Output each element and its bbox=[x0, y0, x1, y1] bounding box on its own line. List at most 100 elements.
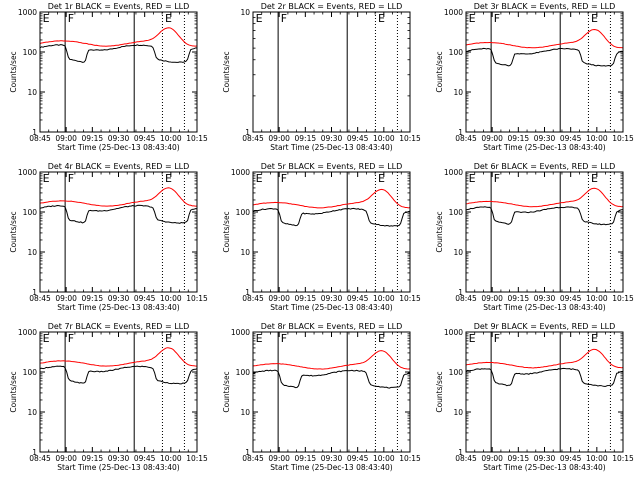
x-tick-label: 10:00 bbox=[160, 454, 182, 463]
x-tick-label: 10:00 bbox=[586, 294, 608, 303]
x-tick-label: 09:15 bbox=[82, 294, 104, 303]
panel-det-1: Det 1r BLACK = Events, RED = LLD 1 10 100 10… bbox=[9, 2, 208, 152]
marker-label-e: E bbox=[165, 12, 172, 25]
y-tick-label: 100 bbox=[449, 368, 464, 377]
marker-label-e: E bbox=[43, 12, 50, 25]
marker-label-f: F bbox=[281, 172, 287, 185]
panel-det-7: Det 7r BLACK = Events, RED = LLD 1 10 100 10… bbox=[9, 322, 208, 472]
y-tick-label: 10 bbox=[240, 248, 250, 257]
series-events-line bbox=[252, 369, 411, 389]
x-tick-label: 09:15 bbox=[295, 134, 317, 143]
y-axis-label: Counts/sec bbox=[9, 371, 18, 412]
x-tick-label: 09:30 bbox=[534, 294, 556, 303]
marker-label-e: E bbox=[591, 332, 598, 345]
y-tick-label: 1000 bbox=[444, 8, 463, 17]
x-tick-label: 10:15 bbox=[612, 134, 634, 143]
panel-title: Det 8r BLACK = Events, RED = LLD bbox=[261, 322, 403, 331]
marker-label-f: F bbox=[68, 332, 74, 345]
x-axis-label: Start Time (25-Dec-13 08:43:40) bbox=[483, 143, 605, 152]
x-tick-label: 09:45 bbox=[347, 294, 369, 303]
x-axis-label: Start Time (25-Dec-13 08:43:40) bbox=[483, 303, 605, 312]
y-tick-label: 1 bbox=[245, 448, 250, 457]
x-tick-label: 09:15 bbox=[295, 454, 317, 463]
marker-label-e: E bbox=[256, 332, 263, 345]
panel-det-3: Det 3r BLACK = Events, RED = LLD 1 10 100 10… bbox=[435, 2, 634, 152]
series-lld-line bbox=[465, 348, 624, 369]
marker-label-e: E bbox=[378, 172, 385, 185]
y-tick-label: 1000 bbox=[231, 328, 250, 337]
y-axis-label: Counts/sec bbox=[435, 51, 444, 92]
y-tick-label: 1 bbox=[32, 128, 37, 137]
y-tick-label: 10 bbox=[240, 8, 250, 17]
x-tick-label: 10:00 bbox=[373, 294, 395, 303]
series-lld-line bbox=[252, 350, 411, 370]
plot-frame bbox=[39, 171, 198, 293]
y-tick-label: 100 bbox=[449, 48, 464, 57]
x-tick-label: 09:15 bbox=[508, 294, 530, 303]
y-tick-label: 100 bbox=[236, 208, 251, 217]
series-events-line bbox=[39, 204, 198, 224]
x-tick-label: 09:45 bbox=[347, 454, 369, 463]
x-tick-label: 08:45 bbox=[455, 134, 477, 143]
marker-label-e: E bbox=[469, 12, 476, 25]
marker-label-e: E bbox=[165, 332, 172, 345]
series-events-line bbox=[465, 367, 623, 387]
marker-label-e: E bbox=[378, 332, 385, 345]
y-tick-label: 1000 bbox=[231, 168, 250, 177]
y-tick-label: 10 bbox=[27, 408, 37, 417]
series-lld-line bbox=[465, 187, 624, 208]
panel-det-5: Det 5r BLACK = Events, RED = LLD 1 10 100 10… bbox=[222, 162, 421, 312]
marker-label-e: E bbox=[165, 172, 172, 185]
y-tick-label: 1 bbox=[458, 448, 463, 457]
x-tick-label: 10:15 bbox=[186, 294, 208, 303]
y-tick-label: 1 bbox=[245, 288, 250, 297]
plot-frame bbox=[465, 11, 624, 133]
y-tick-label: 1 bbox=[32, 448, 37, 457]
marker-label-e: E bbox=[43, 172, 50, 185]
x-tick-label: 09:30 bbox=[108, 134, 130, 143]
series-events-line bbox=[465, 47, 624, 67]
x-tick-label: 08:45 bbox=[29, 294, 51, 303]
y-tick-label: 1 bbox=[458, 128, 463, 137]
y-tick-label: 1000 bbox=[18, 168, 37, 177]
marker-label-e: E bbox=[591, 172, 598, 185]
x-tick-label: 09:00 bbox=[481, 134, 503, 143]
marker-label-f: F bbox=[281, 12, 287, 25]
y-tick-label: 10 bbox=[27, 88, 37, 97]
series-events-line bbox=[39, 365, 198, 385]
panel-title: Det 1r BLACK = Events, RED = LLD bbox=[48, 2, 190, 11]
x-tick-label: 09:00 bbox=[268, 134, 290, 143]
x-tick-label: 10:00 bbox=[586, 454, 608, 463]
marker-label-e: E bbox=[591, 12, 598, 25]
x-tick-label: 10:00 bbox=[373, 134, 395, 143]
marker-label-e: E bbox=[43, 332, 50, 345]
panel-det-2: Det 2r BLACK = Events, RED = LLD 1 10 08:45… bbox=[222, 2, 421, 152]
x-tick-label: 10:00 bbox=[586, 134, 608, 143]
x-axis-label: Start Time (25-Dec-13 08:43:40) bbox=[483, 463, 605, 472]
x-tick-label: 09:00 bbox=[55, 454, 77, 463]
marker-label-f: F bbox=[68, 172, 74, 185]
plot-frame bbox=[39, 11, 198, 133]
y-tick-label: 100 bbox=[449, 208, 464, 217]
x-tick-label: 09:30 bbox=[108, 454, 130, 463]
x-tick-label: 09:45 bbox=[134, 294, 156, 303]
series-lld-line bbox=[252, 188, 411, 209]
marker-label-f: F bbox=[68, 12, 74, 25]
x-tick-label: 09:15 bbox=[508, 134, 530, 143]
marker-label-e: E bbox=[256, 12, 263, 25]
x-tick-label: 09:30 bbox=[534, 134, 556, 143]
marker-label-f: F bbox=[494, 12, 500, 25]
x-tick-label: 10:00 bbox=[160, 134, 182, 143]
x-tick-label: 10:15 bbox=[399, 294, 421, 303]
x-tick-label: 09:45 bbox=[134, 134, 156, 143]
x-tick-label: 09:45 bbox=[347, 134, 369, 143]
plot-frame bbox=[252, 171, 411, 293]
x-tick-label: 09:00 bbox=[481, 454, 503, 463]
x-axis-label: Start Time (25-Dec-13 08:43:40) bbox=[57, 463, 179, 472]
marker-label-f: F bbox=[494, 332, 500, 345]
x-tick-label: 08:45 bbox=[455, 454, 477, 463]
x-axis-label: Start Time (25-Dec-13 08:43:40) bbox=[270, 143, 392, 152]
panel-title: Det 9r BLACK = Events, RED = LLD bbox=[474, 322, 616, 331]
panel-title: Det 4r BLACK = Events, RED = LLD bbox=[48, 162, 190, 171]
x-tick-label: 09:30 bbox=[534, 454, 556, 463]
